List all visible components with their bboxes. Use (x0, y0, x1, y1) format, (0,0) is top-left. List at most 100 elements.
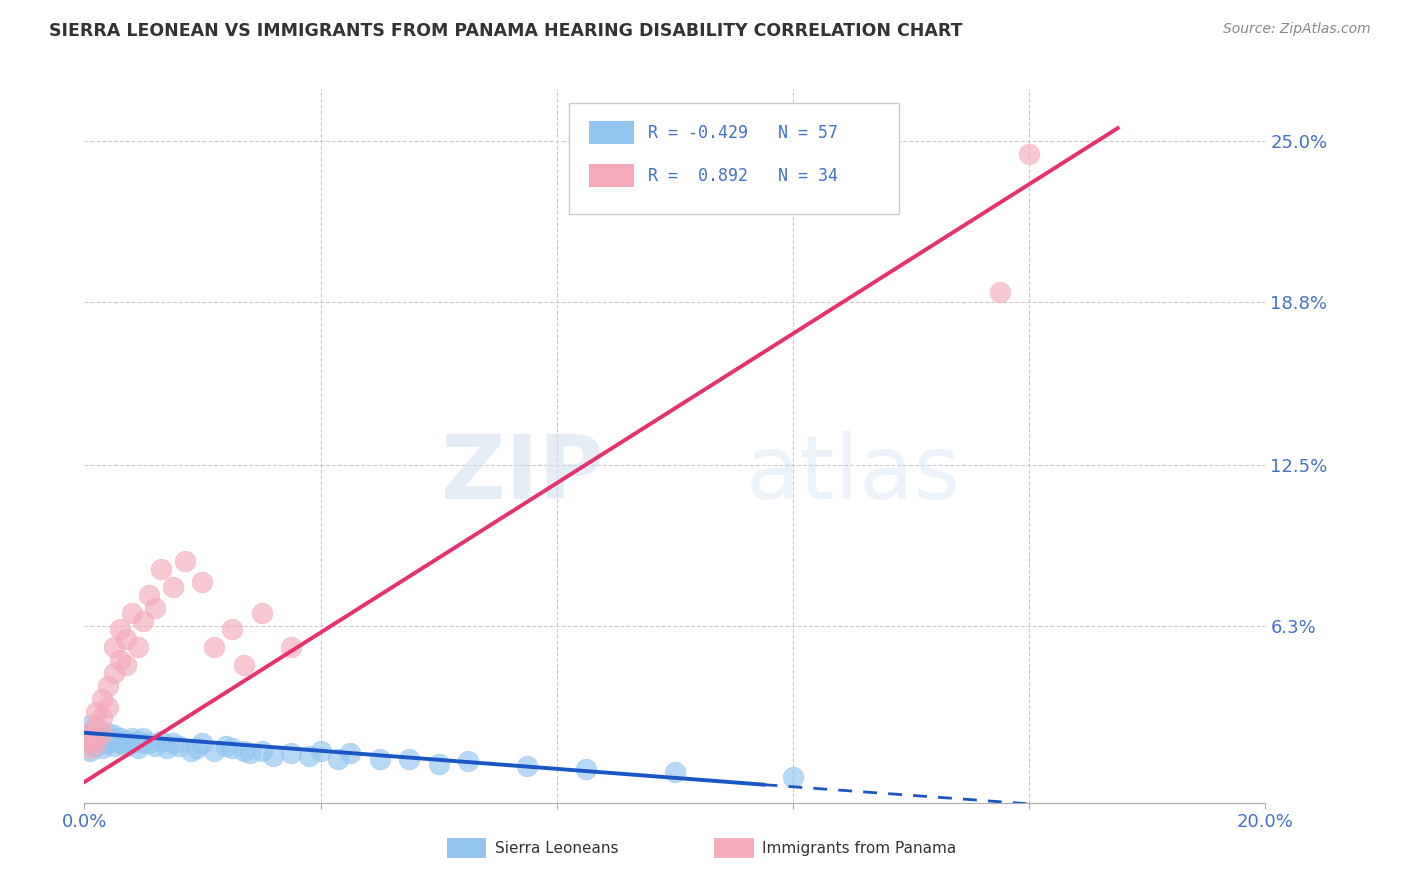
Point (186, 741, 208, 756)
Point (127, 640, 149, 654)
Point (127, 733, 149, 747)
Point (575, 762, 598, 776)
Text: ZIP: ZIP (441, 431, 605, 518)
Bar (714, 838, 754, 858)
Point (280, 640, 302, 654)
Point (121, 731, 143, 745)
Point (84, 739, 107, 753)
Point (280, 747, 302, 761)
Point (97, 736, 120, 750)
Point (664, 764, 686, 779)
Point (97, 699, 120, 714)
Point (103, 739, 125, 753)
Point (79, 736, 101, 750)
Point (79, 718, 101, 732)
Text: atlas: atlas (745, 431, 960, 518)
Point (114, 632, 136, 647)
Point (138, 588, 160, 602)
Text: R =  0.892   N = 34: R = 0.892 N = 34 (648, 167, 838, 185)
Point (782, 770, 804, 784)
Point (368, 752, 391, 766)
Point (1018, 147, 1040, 161)
Point (91, 728, 114, 742)
Point (84, 723, 107, 738)
Point (339, 747, 361, 761)
Point (191, 575, 214, 590)
Point (427, 756, 450, 771)
FancyBboxPatch shape (568, 103, 900, 214)
Point (516, 759, 538, 773)
Point (132, 731, 155, 745)
Point (162, 736, 184, 750)
Point (143, 739, 166, 753)
Bar (447, 838, 486, 858)
Point (108, 653, 131, 667)
Point (91, 725, 114, 739)
Point (103, 733, 125, 747)
Point (232, 744, 254, 758)
Point (79, 744, 101, 758)
Point (121, 607, 143, 621)
Point (79, 725, 101, 739)
Point (97, 731, 120, 745)
Point (103, 666, 125, 681)
Point (114, 739, 136, 753)
Point (150, 733, 173, 747)
Point (73, 731, 96, 745)
Point (138, 736, 160, 750)
Point (202, 744, 225, 758)
Point (221, 622, 243, 636)
FancyBboxPatch shape (589, 164, 634, 187)
Point (84, 718, 107, 732)
Point (143, 601, 166, 615)
Point (108, 736, 131, 750)
Point (262, 749, 284, 764)
Point (91, 741, 114, 756)
Point (121, 736, 143, 750)
Text: Immigrants from Panama: Immigrants from Panama (762, 841, 956, 855)
Point (162, 581, 184, 595)
Point (132, 614, 155, 628)
Point (239, 747, 262, 761)
Point (398, 752, 420, 766)
Point (103, 728, 125, 742)
Point (91, 710, 114, 724)
Point (73, 736, 96, 750)
Point (97, 725, 120, 739)
Point (202, 640, 225, 654)
Point (221, 741, 243, 756)
Point (180, 744, 202, 758)
Text: SIERRA LEONEAN VS IMMIGRANTS FROM PANAMA HEARING DISABILITY CORRELATION CHART: SIERRA LEONEAN VS IMMIGRANTS FROM PANAMA… (49, 22, 963, 40)
Point (328, 752, 350, 766)
Text: Source: ZipAtlas.com: Source: ZipAtlas.com (1223, 22, 1371, 37)
Point (108, 622, 131, 636)
FancyBboxPatch shape (589, 121, 634, 145)
Point (91, 736, 114, 750)
Point (167, 739, 190, 753)
Point (988, 285, 1011, 299)
Point (79, 731, 101, 745)
Point (84, 733, 107, 747)
Point (250, 607, 273, 621)
Point (232, 658, 254, 673)
Point (309, 744, 332, 758)
Point (127, 741, 149, 756)
Point (150, 562, 173, 576)
Point (457, 754, 479, 768)
Point (84, 731, 107, 745)
Point (191, 736, 214, 750)
Point (298, 749, 321, 764)
Point (132, 736, 155, 750)
Point (114, 733, 136, 747)
Point (108, 731, 131, 745)
Point (173, 554, 195, 568)
Point (114, 658, 136, 673)
Point (97, 679, 120, 693)
Point (91, 692, 114, 706)
Point (79, 725, 101, 739)
Point (79, 741, 101, 756)
Text: Sierra Leoneans: Sierra Leoneans (495, 841, 619, 855)
Point (84, 736, 107, 750)
Point (250, 744, 273, 758)
Point (84, 705, 107, 719)
